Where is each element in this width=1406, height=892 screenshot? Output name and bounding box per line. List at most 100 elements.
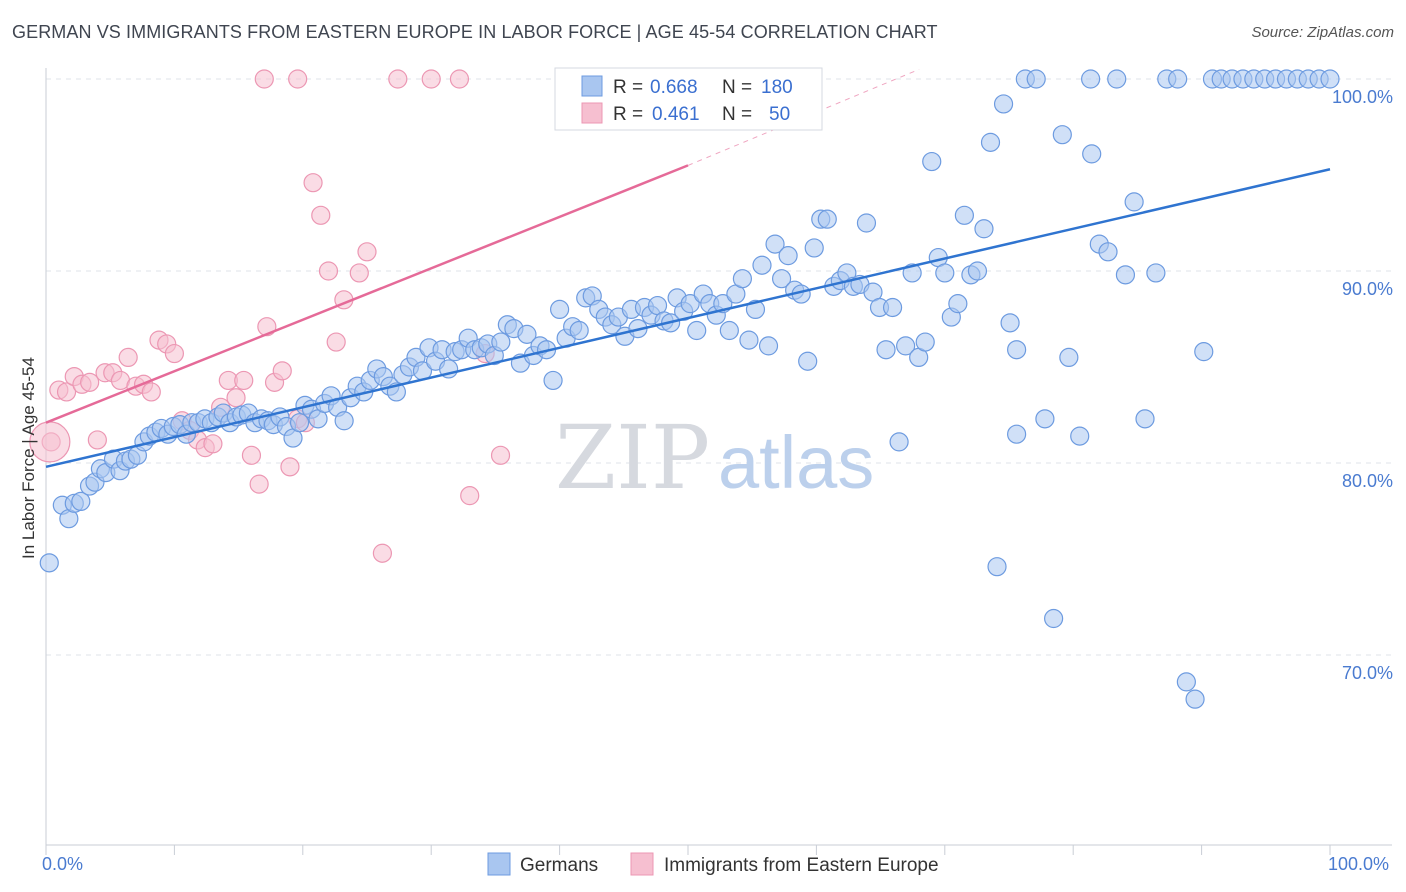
series-legend-label-immigrants: Immigrants from Eastern Europe xyxy=(664,855,939,876)
germans-point-39 xyxy=(289,413,310,433)
germans-point-168 xyxy=(1176,672,1196,692)
immigrants-point-43 xyxy=(372,543,393,563)
germans-point-161 xyxy=(1107,69,1127,89)
germans-point-163 xyxy=(1124,192,1144,212)
germans-point-152 xyxy=(1026,69,1046,89)
immigrants-point-27 xyxy=(249,474,269,494)
immigrants-point-46 xyxy=(449,69,470,89)
germans-point-110 xyxy=(752,255,772,275)
y-axis-label: In Labor Force | Age 45-54 xyxy=(19,357,38,559)
immigrants-point-34 xyxy=(254,69,274,89)
germans-point-183 xyxy=(1082,144,1102,164)
germans-point-78 xyxy=(543,370,563,391)
source-label: Source: ZipAtlas.com xyxy=(1251,24,1394,41)
immigrants-point-38 xyxy=(318,261,339,281)
immigrants-point-39 xyxy=(326,332,346,352)
trend-line-germans xyxy=(45,168,1331,469)
immigrants-point-41 xyxy=(349,263,369,283)
immigrants-point-24 xyxy=(226,388,246,408)
germans-point-46 xyxy=(334,411,354,431)
germans-point-74 xyxy=(517,324,537,344)
legend-r-immigrants: 0.461 xyxy=(652,104,700,125)
trend-line-immigrants-extension xyxy=(687,68,920,166)
series-legend-swatch-germans xyxy=(487,852,511,876)
legend-n-label-immigrants: N = xyxy=(722,104,752,125)
germans-point-136 xyxy=(922,151,942,172)
legend-n-label-germans: N = xyxy=(722,77,752,98)
germans-point-79 xyxy=(549,299,570,319)
germans-point-155 xyxy=(1052,125,1072,145)
grid xyxy=(46,78,1392,656)
series-legend-label-germans: Germans xyxy=(520,855,598,876)
germans-point-100 xyxy=(687,320,707,341)
germans-point-160 xyxy=(1098,242,1118,262)
trend-line-immigrants xyxy=(45,164,689,424)
germans-point-0 xyxy=(39,553,59,573)
germans-point-162 xyxy=(1115,265,1136,285)
germans-point-130 xyxy=(882,297,903,318)
germans-point-164 xyxy=(1135,409,1155,429)
germans-point-157 xyxy=(1070,426,1090,446)
germans-point-154 xyxy=(1044,608,1064,629)
germans-point-4 xyxy=(71,491,91,511)
legend-swatch-immigrants xyxy=(581,102,603,124)
legend-n-immigrants: 50 xyxy=(769,104,790,125)
legend-swatch-germans xyxy=(581,75,603,97)
germans-point-147 xyxy=(993,94,1014,114)
immigrants-point-49 xyxy=(490,445,511,465)
germans-point-126 xyxy=(856,213,877,233)
legend-r-label-germans: R = xyxy=(613,77,643,98)
watermark-zip: ZIP xyxy=(555,406,710,509)
immigrants-point-45 xyxy=(421,69,441,89)
germans-point-149 xyxy=(1007,424,1027,444)
germans-point-170 xyxy=(1194,342,1214,362)
series-legend-swatch-immigrants xyxy=(630,852,654,876)
watermark-atlas: atlas xyxy=(718,421,874,504)
immigrants-point-26 xyxy=(241,445,262,465)
immigrants-point-44 xyxy=(388,69,408,89)
y-tick-label-1: 80.0% xyxy=(1342,471,1393,491)
immigrants-point-5 xyxy=(80,372,100,392)
immigrants-point-25 xyxy=(234,370,254,391)
germans-point-105 xyxy=(719,320,739,341)
y-tick-label-3: 100.0% xyxy=(1332,87,1393,107)
germans-point-148 xyxy=(1000,313,1020,333)
germans-point-107 xyxy=(732,269,753,289)
germans-point-70 xyxy=(491,332,511,352)
x-tick-label-max: 100.0% xyxy=(1328,854,1389,874)
germans-point-141 xyxy=(954,205,974,225)
germans-point-132 xyxy=(896,336,916,356)
chart-title: GERMAN VS IMMIGRANTS FROM EASTERN EUROPE… xyxy=(12,22,938,42)
y-tick-label-0: 70.0% xyxy=(1342,663,1393,683)
germans-point-120 xyxy=(817,209,837,229)
germans-point-167 xyxy=(1168,69,1188,89)
germans-point-108 xyxy=(739,330,759,350)
germans-point-156 xyxy=(1059,347,1079,367)
x-tick-label-min: 0.0% xyxy=(42,854,83,874)
germans-point-133 xyxy=(902,263,922,283)
germans-point-117 xyxy=(798,351,818,371)
germans-point-145 xyxy=(980,132,1001,152)
immigrants-point-21 xyxy=(203,434,223,454)
germans-point-118 xyxy=(804,238,824,258)
legend-n-germans: 180 xyxy=(761,77,793,98)
germans-point-109 xyxy=(745,299,766,319)
stats-legend: R = 0.668 N = 180 R = 0.461 N = 50 xyxy=(554,67,823,131)
germans-point-114 xyxy=(778,246,798,266)
immigrants-point-6 xyxy=(87,430,107,450)
germans-point-144 xyxy=(974,219,994,239)
germans-point-112 xyxy=(765,234,785,254)
trend-lines xyxy=(45,68,1331,469)
germans-point-169 xyxy=(1185,689,1205,709)
germans-point-140 xyxy=(948,294,968,314)
series-germans-points xyxy=(39,69,1340,709)
immigrants-point-36 xyxy=(303,173,323,193)
germans-point-182 xyxy=(1320,69,1340,89)
immigrants-point-30 xyxy=(272,361,292,381)
immigrants-point-10 xyxy=(118,347,138,367)
watermark: ZIP atlas xyxy=(555,406,874,509)
germans-point-111 xyxy=(758,336,779,356)
germans-point-131 xyxy=(889,432,909,452)
germans-point-146 xyxy=(987,557,1007,577)
